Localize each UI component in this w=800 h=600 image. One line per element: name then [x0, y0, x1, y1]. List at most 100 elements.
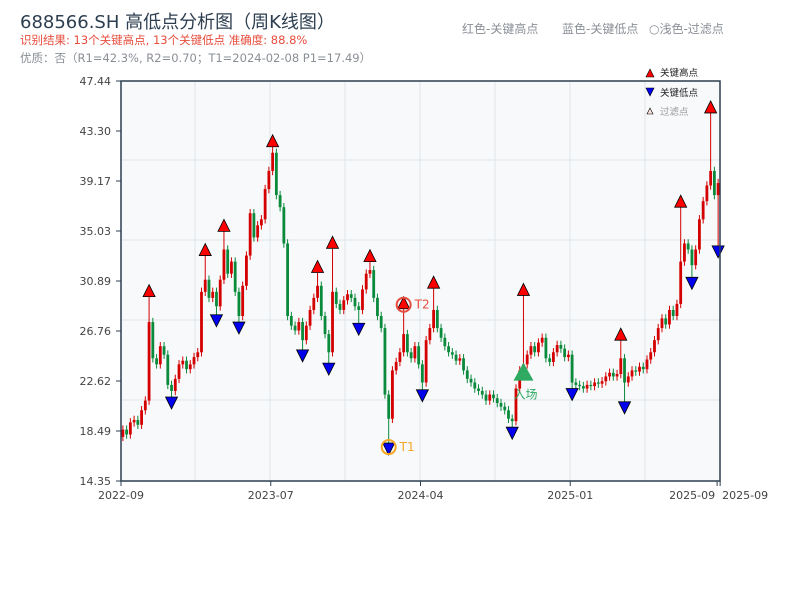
candle — [319, 281, 323, 321]
candle-body — [316, 285, 319, 298]
candle-body — [596, 382, 600, 384]
candle — [690, 245, 694, 278]
candle-body — [256, 225, 260, 238]
candle — [443, 333, 447, 351]
entry-label: 入场 — [513, 388, 537, 402]
candle-body — [245, 255, 248, 286]
candle-body — [686, 243, 690, 250]
candle-body — [207, 279, 211, 298]
candle-body — [439, 328, 443, 338]
candle-body — [537, 342, 540, 353]
candle-body — [166, 354, 170, 385]
candle — [566, 350, 570, 362]
candle — [698, 215, 701, 254]
x-tick-label: 2023-07 — [248, 489, 294, 502]
candle-body — [690, 249, 694, 266]
candle-body — [394, 361, 398, 371]
y-tick-label: 22.62 — [80, 375, 112, 388]
quality-summary: 优质：否（R1=42.3%, R2=0.70；T1=2024-02-08 P1=… — [20, 51, 372, 65]
candle-body — [338, 303, 342, 310]
x-tick-label: 2025-09 — [722, 489, 768, 502]
x-tick-label: 2022-09 — [98, 489, 144, 502]
candle — [185, 356, 188, 374]
candle — [323, 311, 327, 339]
candle-body — [675, 303, 679, 316]
legend-low-label: 关键低点 — [660, 87, 699, 99]
candle — [638, 362, 641, 376]
candle-body — [608, 372, 611, 377]
t1-label: T1 — [399, 440, 415, 454]
key-high-marker-icon — [363, 248, 377, 262]
candle-body — [196, 352, 200, 358]
candle-body — [623, 358, 626, 383]
recognition-result: 识别结果: 13个关键高点, 13个关键低点 准确度: 88.8% — [20, 33, 308, 47]
candle-body — [319, 285, 323, 316]
candle-body — [634, 370, 638, 372]
candle-body — [477, 388, 480, 391]
candle — [334, 287, 338, 309]
candle — [664, 314, 668, 329]
candle — [226, 245, 230, 278]
candle — [308, 305, 312, 330]
candle — [581, 381, 585, 393]
candle-body — [267, 170, 271, 190]
candle — [132, 415, 136, 427]
candle — [376, 293, 379, 321]
candle-body — [645, 359, 649, 370]
candle — [417, 341, 421, 369]
candle-body — [203, 279, 207, 292]
key-high-marker-icon — [325, 235, 340, 249]
candle — [660, 314, 664, 333]
candle — [267, 166, 271, 194]
candle-body — [435, 309, 439, 329]
candle-body — [334, 291, 338, 304]
t1-circle-icon — [380, 439, 397, 456]
candle-body — [507, 410, 510, 419]
candle-body — [140, 410, 143, 425]
y-tick-label: 26.76 — [80, 325, 112, 338]
candle — [529, 341, 533, 359]
candle — [237, 287, 241, 323]
candle — [353, 293, 357, 311]
candle-body — [473, 382, 477, 389]
candle-body — [458, 358, 462, 361]
candle-body — [664, 318, 668, 325]
candle — [469, 374, 473, 387]
candle-body — [443, 337, 447, 347]
y-tick-label: 47.44 — [80, 75, 112, 88]
candle-body — [391, 370, 394, 419]
candle — [630, 366, 634, 381]
candle-body — [293, 325, 297, 331]
candle — [387, 390, 391, 444]
candle — [563, 344, 567, 362]
candle-body — [529, 346, 533, 355]
candle-body — [173, 378, 177, 391]
candle-body — [413, 346, 417, 359]
candle-body — [555, 345, 559, 353]
candle-body — [462, 358, 465, 371]
candle-body — [653, 340, 656, 353]
candle-body — [705, 185, 709, 202]
candle-body — [357, 306, 361, 310]
candle-body — [683, 243, 686, 262]
key-high-marker-icon — [142, 283, 156, 298]
x-tick-label: 2024-04 — [398, 489, 444, 502]
candle — [151, 317, 155, 363]
candle-body — [510, 418, 514, 422]
candle — [312, 293, 316, 315]
candle — [222, 231, 226, 284]
candle — [544, 333, 548, 363]
candle — [125, 425, 129, 439]
candle-body — [143, 400, 147, 411]
candle — [256, 221, 260, 242]
candle — [200, 287, 203, 357]
key-low-marker-icon — [505, 426, 519, 441]
candle-body — [525, 354, 529, 365]
candle — [611, 368, 615, 381]
candle — [709, 112, 713, 190]
candle — [507, 406, 510, 423]
candle-body — [540, 337, 544, 343]
candle — [218, 275, 222, 311]
candle-body — [379, 315, 383, 329]
